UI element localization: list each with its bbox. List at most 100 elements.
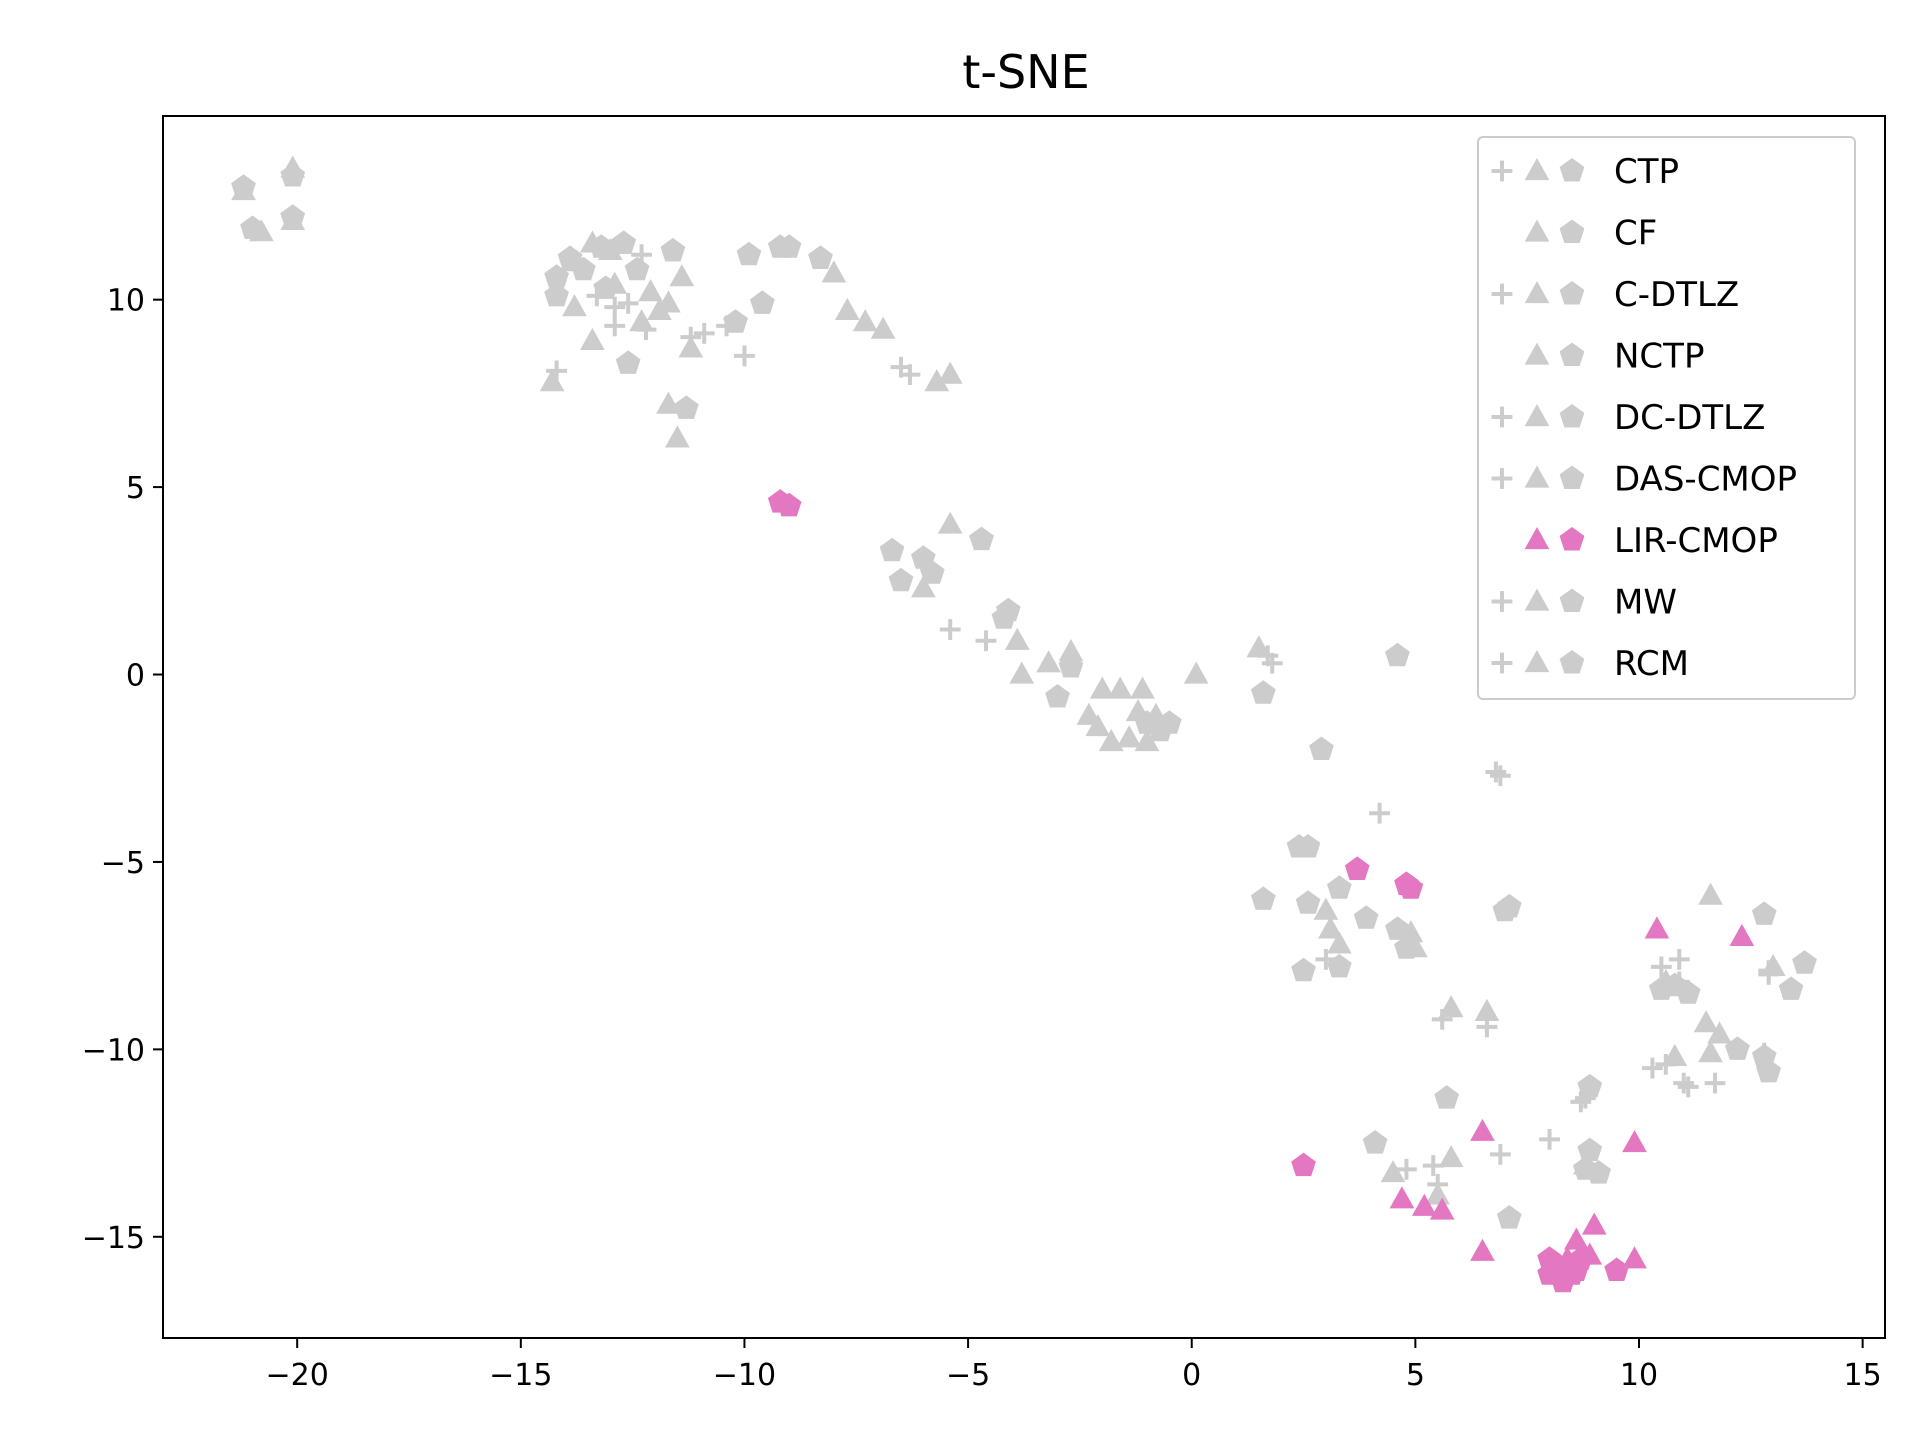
gray-point-triangle-marker <box>1318 916 1343 939</box>
legend-triangle-marker <box>1524 342 1550 365</box>
x-tick-label: 5 <box>1406 1358 1425 1393</box>
gray-point-triangle-marker <box>1116 725 1142 748</box>
legend-item-dc-dtlz: DC-DTLZ <box>1491 398 1765 438</box>
gray-point-triangle-marker <box>1313 897 1339 920</box>
legend-pentagon-marker <box>1559 342 1585 366</box>
gray-point-plus-marker <box>617 293 639 314</box>
gray-point-pentagon-marker <box>1327 875 1352 899</box>
gray-point-triangle-marker <box>665 425 690 448</box>
gray-point-plus-marker <box>1758 963 1780 985</box>
gray-point-pentagon-marker <box>1250 680 1276 704</box>
gray-points-layer <box>231 155 1817 1229</box>
gray-point-pentagon-marker <box>1434 1085 1459 1109</box>
gray-point-plus-marker <box>1422 1155 1444 1176</box>
gray-point-triangle-marker <box>924 369 950 392</box>
gray-point-pentagon-marker <box>611 230 637 254</box>
gray-point-triangle-marker <box>937 361 963 384</box>
gray-point-triangle-marker <box>852 309 878 332</box>
gray-point-pentagon-marker <box>879 537 905 562</box>
lir-cmop-point-pentagon-marker <box>776 492 802 517</box>
gray-point-pentagon-marker <box>1751 901 1777 925</box>
gray-point-pentagon-marker <box>969 526 994 551</box>
gray-point-plus-marker <box>1485 761 1507 783</box>
gray-point-triangle-marker <box>1438 1145 1464 1168</box>
gray-point-plus-marker <box>1668 971 1690 993</box>
legend-triangle-marker <box>1524 588 1550 611</box>
gray-point-pentagon-marker <box>1577 1137 1603 1162</box>
gray-point-pentagon-marker <box>544 264 569 288</box>
legend-item-cf: CF <box>1524 214 1657 254</box>
lir-cmop-point-triangle-marker <box>1470 1238 1495 1261</box>
gray-point-pentagon-marker <box>736 241 762 266</box>
gray-point-triangle-marker <box>1089 676 1115 699</box>
gray-point-plus-marker <box>939 619 961 640</box>
gray-point-pentagon-marker <box>660 237 686 262</box>
gray-point-plus-marker <box>899 364 921 386</box>
gray-point-plus-marker <box>1539 1128 1560 1150</box>
lir-cmop-point-triangle-marker <box>1622 1246 1647 1269</box>
gray-point-triangle-marker <box>647 297 672 321</box>
x-tick-label: 15 <box>1844 1358 1882 1393</box>
legend-label: DAS-CMOP <box>1614 460 1797 500</box>
gray-point-pentagon-marker <box>888 567 914 592</box>
y-tick-label: −5 <box>101 846 145 881</box>
gray-point-triangle-marker <box>834 297 860 321</box>
legend-item-mw: MW <box>1491 583 1677 623</box>
gray-point-triangle-marker <box>1004 627 1030 650</box>
legend-label: MW <box>1614 583 1677 623</box>
gray-point-plus-marker <box>1668 949 1690 970</box>
y-tick-label: 10 <box>107 284 145 319</box>
gray-point-pentagon-marker <box>776 234 802 258</box>
legend-box <box>1477 136 1856 700</box>
legend-label: CTP <box>1614 152 1679 192</box>
gray-point-plus-marker <box>1396 1158 1417 1180</box>
lir-cmop-point-triangle-marker <box>1564 1227 1589 1250</box>
gray-point-pentagon-marker <box>1291 957 1316 982</box>
plot-frame <box>162 115 1886 1339</box>
gray-point-triangle-marker <box>1474 998 1500 1021</box>
gray-point-triangle-marker <box>656 391 681 414</box>
gray-point-triangle-marker <box>580 230 605 253</box>
gray-point-triangle-marker <box>937 511 963 534</box>
gray-point-pentagon-marker <box>1778 976 1804 1000</box>
gray-point-triangle-marker <box>539 369 565 392</box>
pink-points-layer <box>767 489 1755 1293</box>
gray-point-pentagon-marker <box>1362 1130 1388 1154</box>
lir-cmop-point-triangle-marker <box>1429 1197 1455 1220</box>
legend-label: DC-DTLZ <box>1614 398 1765 438</box>
gray-point-triangle-marker <box>1662 1043 1688 1066</box>
lir-cmop-point-triangle-marker <box>1470 1118 1495 1141</box>
legend-pentagon-marker <box>1559 527 1585 551</box>
legend-pentagon-marker <box>1559 650 1585 674</box>
gray-point-triangle-marker <box>1246 635 1272 658</box>
legend-pentagon-marker <box>1559 281 1585 305</box>
gray-point-plus-marker <box>1673 1072 1695 1094</box>
legend-plus-marker <box>1491 468 1513 489</box>
y-tick-label: −15 <box>82 1221 145 1256</box>
gray-point-pentagon-marker <box>1675 980 1701 1004</box>
legend-triangle-marker <box>1524 281 1550 304</box>
gray-point-triangle-marker <box>1698 1040 1723 1063</box>
gray-point-plus-marker <box>1315 949 1337 970</box>
gray-point-pentagon-marker <box>673 395 699 419</box>
legend-item-rcm: RCM <box>1491 644 1689 684</box>
gray-point-triangle-marker <box>231 177 256 201</box>
lir-cmop-point-triangle-marker <box>1577 1242 1603 1265</box>
gray-point-plus-marker <box>1427 1173 1449 1195</box>
gray-point-triangle-marker <box>580 327 605 351</box>
lir-cmop-point-triangle-marker <box>1729 923 1755 947</box>
gray-point-plus-marker <box>1655 1053 1677 1075</box>
legend-item-das-cmop: DAS-CMOP <box>1491 460 1797 500</box>
legend-label: CF <box>1614 214 1657 254</box>
legend-item-lir-cmop: LIR-CMOP <box>1524 521 1778 561</box>
y-tick-label: 5 <box>126 471 145 506</box>
gray-point-triangle-marker <box>1107 676 1133 699</box>
gray-point-pentagon-marker <box>996 597 1021 622</box>
y-tick-label: −10 <box>82 1033 145 1068</box>
legend-plus-marker <box>1491 283 1513 305</box>
legend-triangle-marker <box>1524 465 1550 488</box>
legend-plus-marker <box>1491 652 1513 674</box>
lir-cmop-point-pentagon-marker <box>1398 875 1424 899</box>
gray-point-plus-marker <box>546 360 567 382</box>
gray-point-pentagon-marker <box>1385 642 1410 667</box>
